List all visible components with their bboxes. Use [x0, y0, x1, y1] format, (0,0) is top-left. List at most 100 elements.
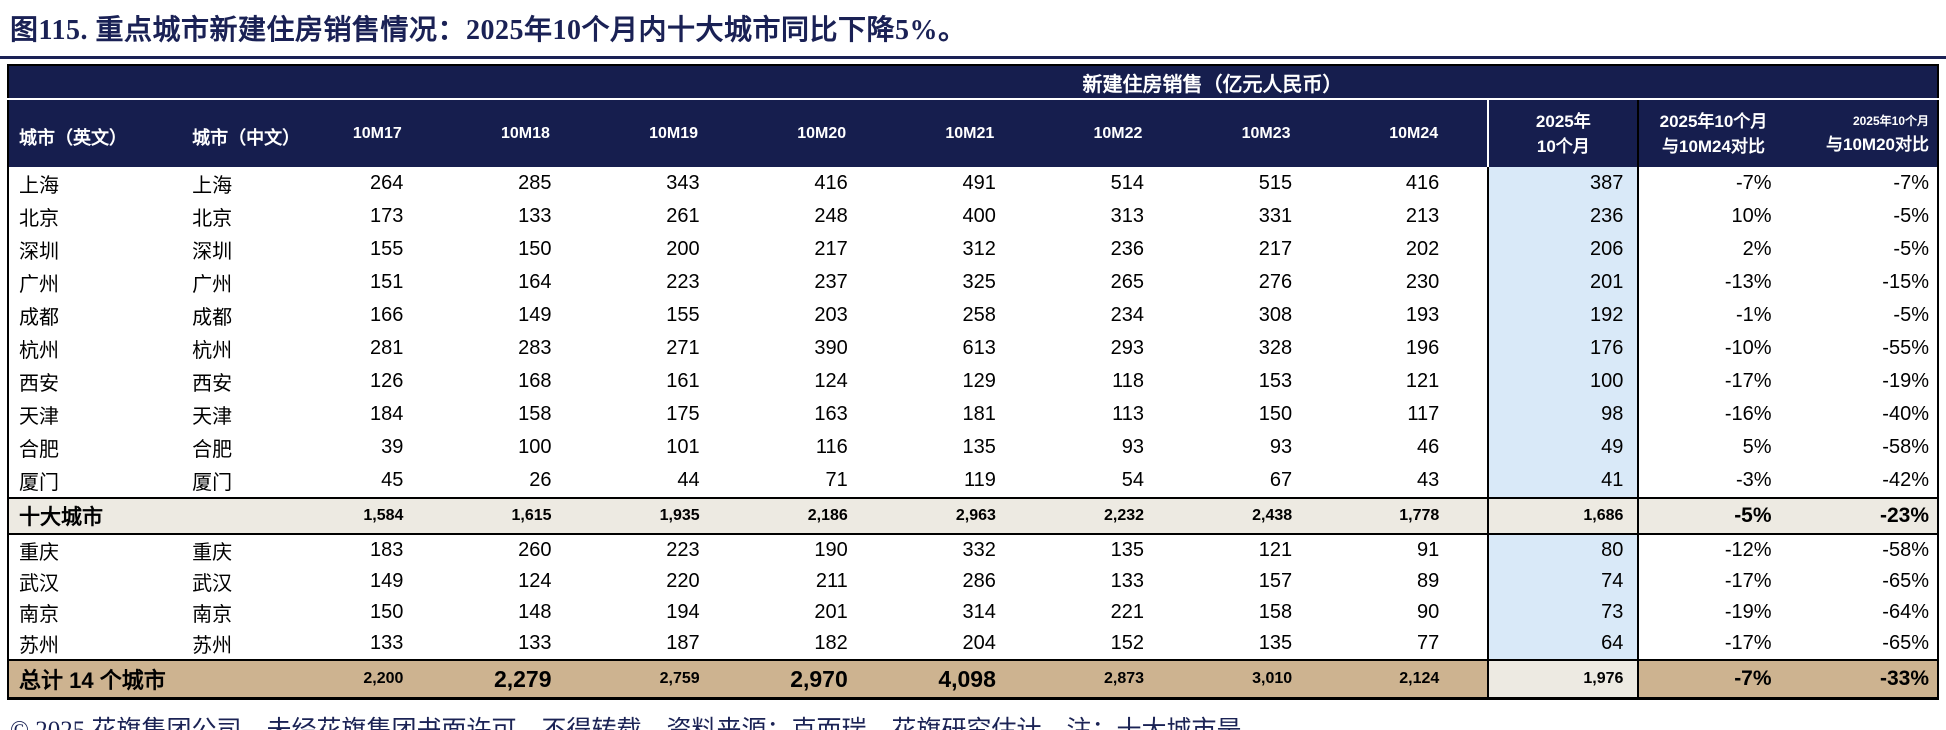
- value-cell: 276: [1258, 271, 1293, 293]
- col-header-vs20-line1: 2025年10个月: [1852, 114, 1929, 128]
- city-cn-cell: 武汉: [192, 573, 233, 595]
- value-cell: 155: [666, 304, 700, 326]
- value-cell: 133: [518, 205, 552, 227]
- total-label: 十大城市: [8, 497, 304, 535]
- value-cell: 313: [1110, 205, 1145, 227]
- value-cell: 236: [1110, 238, 1145, 260]
- pct-vs24-cell: -13%: [1724, 271, 1772, 293]
- city-en-cell: 杭州: [19, 340, 59, 362]
- value-cell: 133: [1110, 570, 1145, 592]
- value-cell: 332: [962, 539, 996, 561]
- total-value-cell: 3,010: [1192, 659, 1341, 699]
- value-cell: 220: [666, 570, 700, 592]
- total-pct-vs24-cell: -7%: [1638, 659, 1788, 699]
- city-cn-cell: 杭州: [192, 340, 233, 362]
- value-cell: 217: [814, 238, 848, 260]
- city-en-cell: 南京: [19, 604, 59, 626]
- total-value-cell: 1,778: [1340, 497, 1489, 535]
- city-row: 苏州 苏州 133 133 187 182 204 152 135 77 64 -17% -65%: [8, 628, 1938, 660]
- value-2025-cell: 206: [1487, 233, 1640, 266]
- value-cell: 308: [1258, 304, 1293, 326]
- total-2025-cell: 1,686: [1487, 497, 1640, 535]
- total-value-cell: 2,759: [599, 659, 748, 699]
- city-cn-cell: 深圳: [192, 241, 233, 263]
- value-cell: 343: [666, 172, 700, 194]
- city-en-cell: 武汉: [19, 573, 59, 595]
- value-2025-cell: 64: [1487, 628, 1640, 660]
- value-cell: 46: [1417, 436, 1440, 458]
- city-row: 厦门 厦门 45 26 44 71 119 54 67 43 41 -3% -42%: [8, 464, 1938, 498]
- pct-vs24-cell: -12%: [1724, 539, 1772, 561]
- total-value-cell: 2,963: [895, 497, 1044, 535]
- pct-vs24-cell: -3%: [1735, 469, 1772, 491]
- city-row: 北京 北京 173 133 261 248 400 313 331 213 236 10% -5%: [8, 200, 1938, 233]
- value-cell: 217: [1258, 238, 1293, 260]
- value-cell: 613: [962, 337, 996, 359]
- city-cn-cell: 天津: [192, 406, 233, 428]
- col-header-vs-10m24: 2025年10个月 与10M24对比: [1638, 99, 1788, 167]
- value-cell: 223: [666, 271, 700, 293]
- total-pct-vs20-cell: -23%: [1787, 497, 1938, 535]
- value-cell: 283: [518, 337, 552, 359]
- value-2025-cell: 49: [1487, 431, 1640, 464]
- col-header-10m21: 10M21: [895, 99, 1044, 167]
- pct-vs20-cell: -5%: [1893, 238, 1929, 260]
- col-header-10m17: 10M17: [303, 99, 452, 167]
- value-cell: 258: [962, 304, 996, 326]
- value-cell: 203: [814, 304, 848, 326]
- city-row: 西安 西安 126 168 161 124 129 118 153 121 100 -17% -19%: [8, 365, 1938, 398]
- value-cell: 133: [370, 632, 404, 654]
- city-row: 武汉 武汉 149 124 220 211 286 133 157 89 74 -17% -65%: [8, 566, 1938, 597]
- total-value-cell: 1,935: [599, 497, 748, 535]
- value-cell: 312: [962, 238, 996, 260]
- city-cn-cell: 广州: [192, 274, 233, 296]
- total-value-cell: 2,186: [747, 497, 896, 535]
- value-cell: 293: [1110, 337, 1145, 359]
- grand-total-row: 总计 14 个城市 2,200 2,279 2,759 2,970 4,098 2,873 3…: [8, 659, 1938, 699]
- value-2025-cell: 236: [1487, 200, 1640, 233]
- value-cell: 173: [370, 205, 404, 227]
- value-cell: 181: [962, 403, 996, 425]
- city-en-cell: 深圳: [19, 241, 59, 263]
- title-divider: [0, 56, 1946, 59]
- value-cell: 187: [666, 632, 700, 654]
- pct-vs24-cell: -19%: [1724, 601, 1772, 623]
- value-cell: 200: [666, 238, 700, 260]
- total-value-cell: 2,873: [1043, 659, 1193, 699]
- value-2025-cell: 98: [1487, 398, 1640, 431]
- pct-vs24-cell: -17%: [1724, 370, 1772, 392]
- value-cell: 264: [370, 172, 404, 194]
- value-cell: 150: [370, 601, 404, 623]
- city-en-cell: 苏州: [19, 635, 59, 657]
- value-cell: 121: [1405, 370, 1440, 392]
- value-cell: 237: [814, 271, 848, 293]
- value-cell: 71: [825, 469, 848, 491]
- value-cell: 184: [370, 403, 404, 425]
- pct-vs20-cell: -58%: [1882, 436, 1929, 458]
- value-cell: 117: [1407, 403, 1440, 425]
- table-band-title: 新建住房销售（亿元人民币）: [8, 65, 1938, 100]
- value-cell: 164: [518, 271, 552, 293]
- value-cell: 221: [1110, 601, 1145, 623]
- value-cell: 514: [1110, 172, 1145, 194]
- value-cell: 150: [1258, 403, 1293, 425]
- city-cn-cell: 成都: [192, 307, 233, 329]
- value-2025-cell: 41: [1487, 464, 1640, 498]
- value-cell: 248: [814, 205, 848, 227]
- total-value-cell: 2,200: [303, 659, 452, 699]
- city-cn-cell: 南京: [192, 604, 233, 626]
- value-cell: 93: [1269, 436, 1293, 458]
- value-cell: 158: [518, 403, 552, 425]
- figure-title: 图115. 重点城市新建住房销售情况：2025年10个月内十大城市同比下降5%。: [10, 15, 967, 46]
- total-pct-vs20-cell: -33%: [1787, 659, 1938, 699]
- value-2025-cell: 80: [1487, 534, 1640, 566]
- footer-line-1: © 2025 花旗集团公司。未经花旗集团书面许可，不得转载。资料来源：克而瑞，花…: [10, 712, 1946, 730]
- value-cell: 149: [518, 304, 552, 326]
- value-cell: 400: [962, 205, 996, 227]
- city-cn-cell: 西安: [192, 373, 233, 395]
- value-cell: 116: [815, 436, 848, 458]
- pct-vs20-cell: -5%: [1893, 205, 1929, 227]
- value-cell: 515: [1258, 172, 1293, 194]
- col-header-2025-line2: 10个月: [1536, 136, 1590, 156]
- value-cell: 196: [1405, 337, 1440, 359]
